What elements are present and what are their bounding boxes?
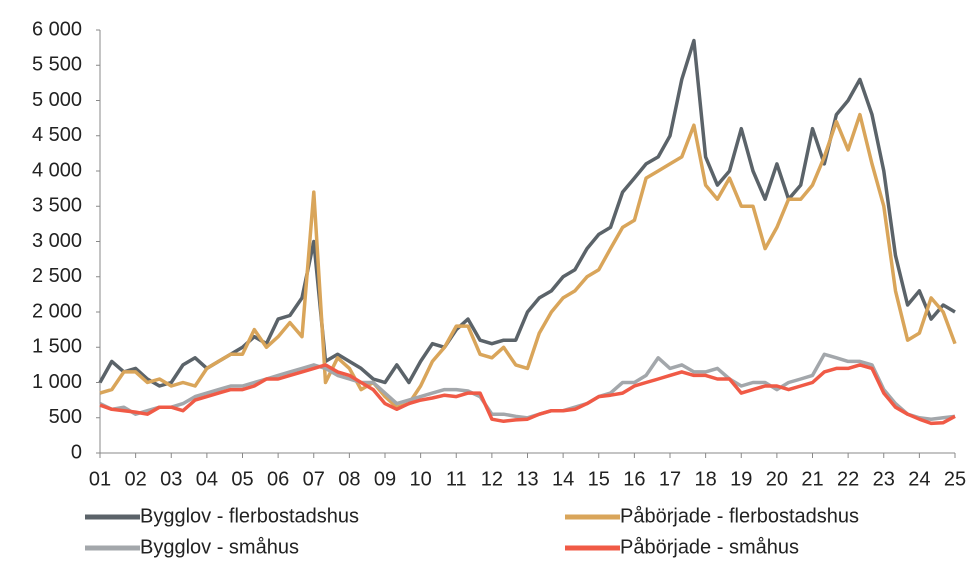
- y-tick-label: 3 000: [32, 230, 82, 252]
- legend-label: Påbörjade - småhus: [620, 536, 799, 558]
- y-tick-label: 2 500: [32, 265, 82, 287]
- x-tick-label: 19: [730, 468, 752, 490]
- legend-label: Påbörjade - flerbostadshus: [620, 505, 859, 527]
- x-tick-label: 06: [267, 468, 289, 490]
- y-tick-label: 4 000: [32, 159, 82, 181]
- x-tick-label: 04: [196, 468, 218, 490]
- y-tick-label: 0: [71, 441, 82, 463]
- x-tick-label: 11: [446, 468, 467, 490]
- x-tick-label: 15: [588, 468, 610, 490]
- y-tick-label: 6 000: [32, 18, 82, 40]
- x-tick-label: 17: [659, 468, 681, 490]
- x-tick-label: 10: [410, 468, 432, 490]
- x-tick-label: 23: [873, 468, 895, 490]
- x-tick-label: 25: [944, 468, 966, 490]
- y-tick-label: 1 500: [32, 336, 82, 358]
- x-tick-label: 13: [516, 468, 538, 490]
- x-tick-label: 01: [89, 468, 111, 490]
- x-tick-label: 22: [837, 468, 859, 490]
- x-tick-label: 03: [160, 468, 182, 490]
- y-tick-label: 5 500: [32, 54, 82, 76]
- x-tick-label: 12: [481, 468, 503, 490]
- series-line: [99, 363, 956, 426]
- y-tick-label: 5 000: [32, 89, 82, 111]
- y-tick-label: 2 000: [32, 300, 82, 322]
- legend-label: Bygglov - småhus: [140, 536, 299, 558]
- x-tick-label: 18: [695, 468, 717, 490]
- x-tick-label: 09: [374, 468, 396, 490]
- x-tick-label: 08: [338, 468, 360, 490]
- y-tick-label: 500: [49, 406, 82, 428]
- x-tick-label: 14: [552, 468, 574, 490]
- series-line: [99, 112, 957, 409]
- x-tick-label: 21: [801, 468, 823, 490]
- x-tick-label: 16: [623, 468, 645, 490]
- x-tick-label: 20: [766, 468, 788, 490]
- y-tick-label: 1 000: [32, 371, 82, 393]
- x-tick-label: 07: [303, 468, 325, 490]
- x-tick-label: 24: [908, 468, 930, 490]
- series-line: [98, 38, 956, 388]
- x-tick-label: 05: [231, 468, 253, 490]
- y-tick-label: 3 500: [32, 195, 82, 217]
- legend-label: Bygglov - flerbostadshus: [140, 505, 359, 527]
- x-tick-label: 02: [125, 468, 147, 490]
- y-tick-label: 4 500: [32, 124, 82, 146]
